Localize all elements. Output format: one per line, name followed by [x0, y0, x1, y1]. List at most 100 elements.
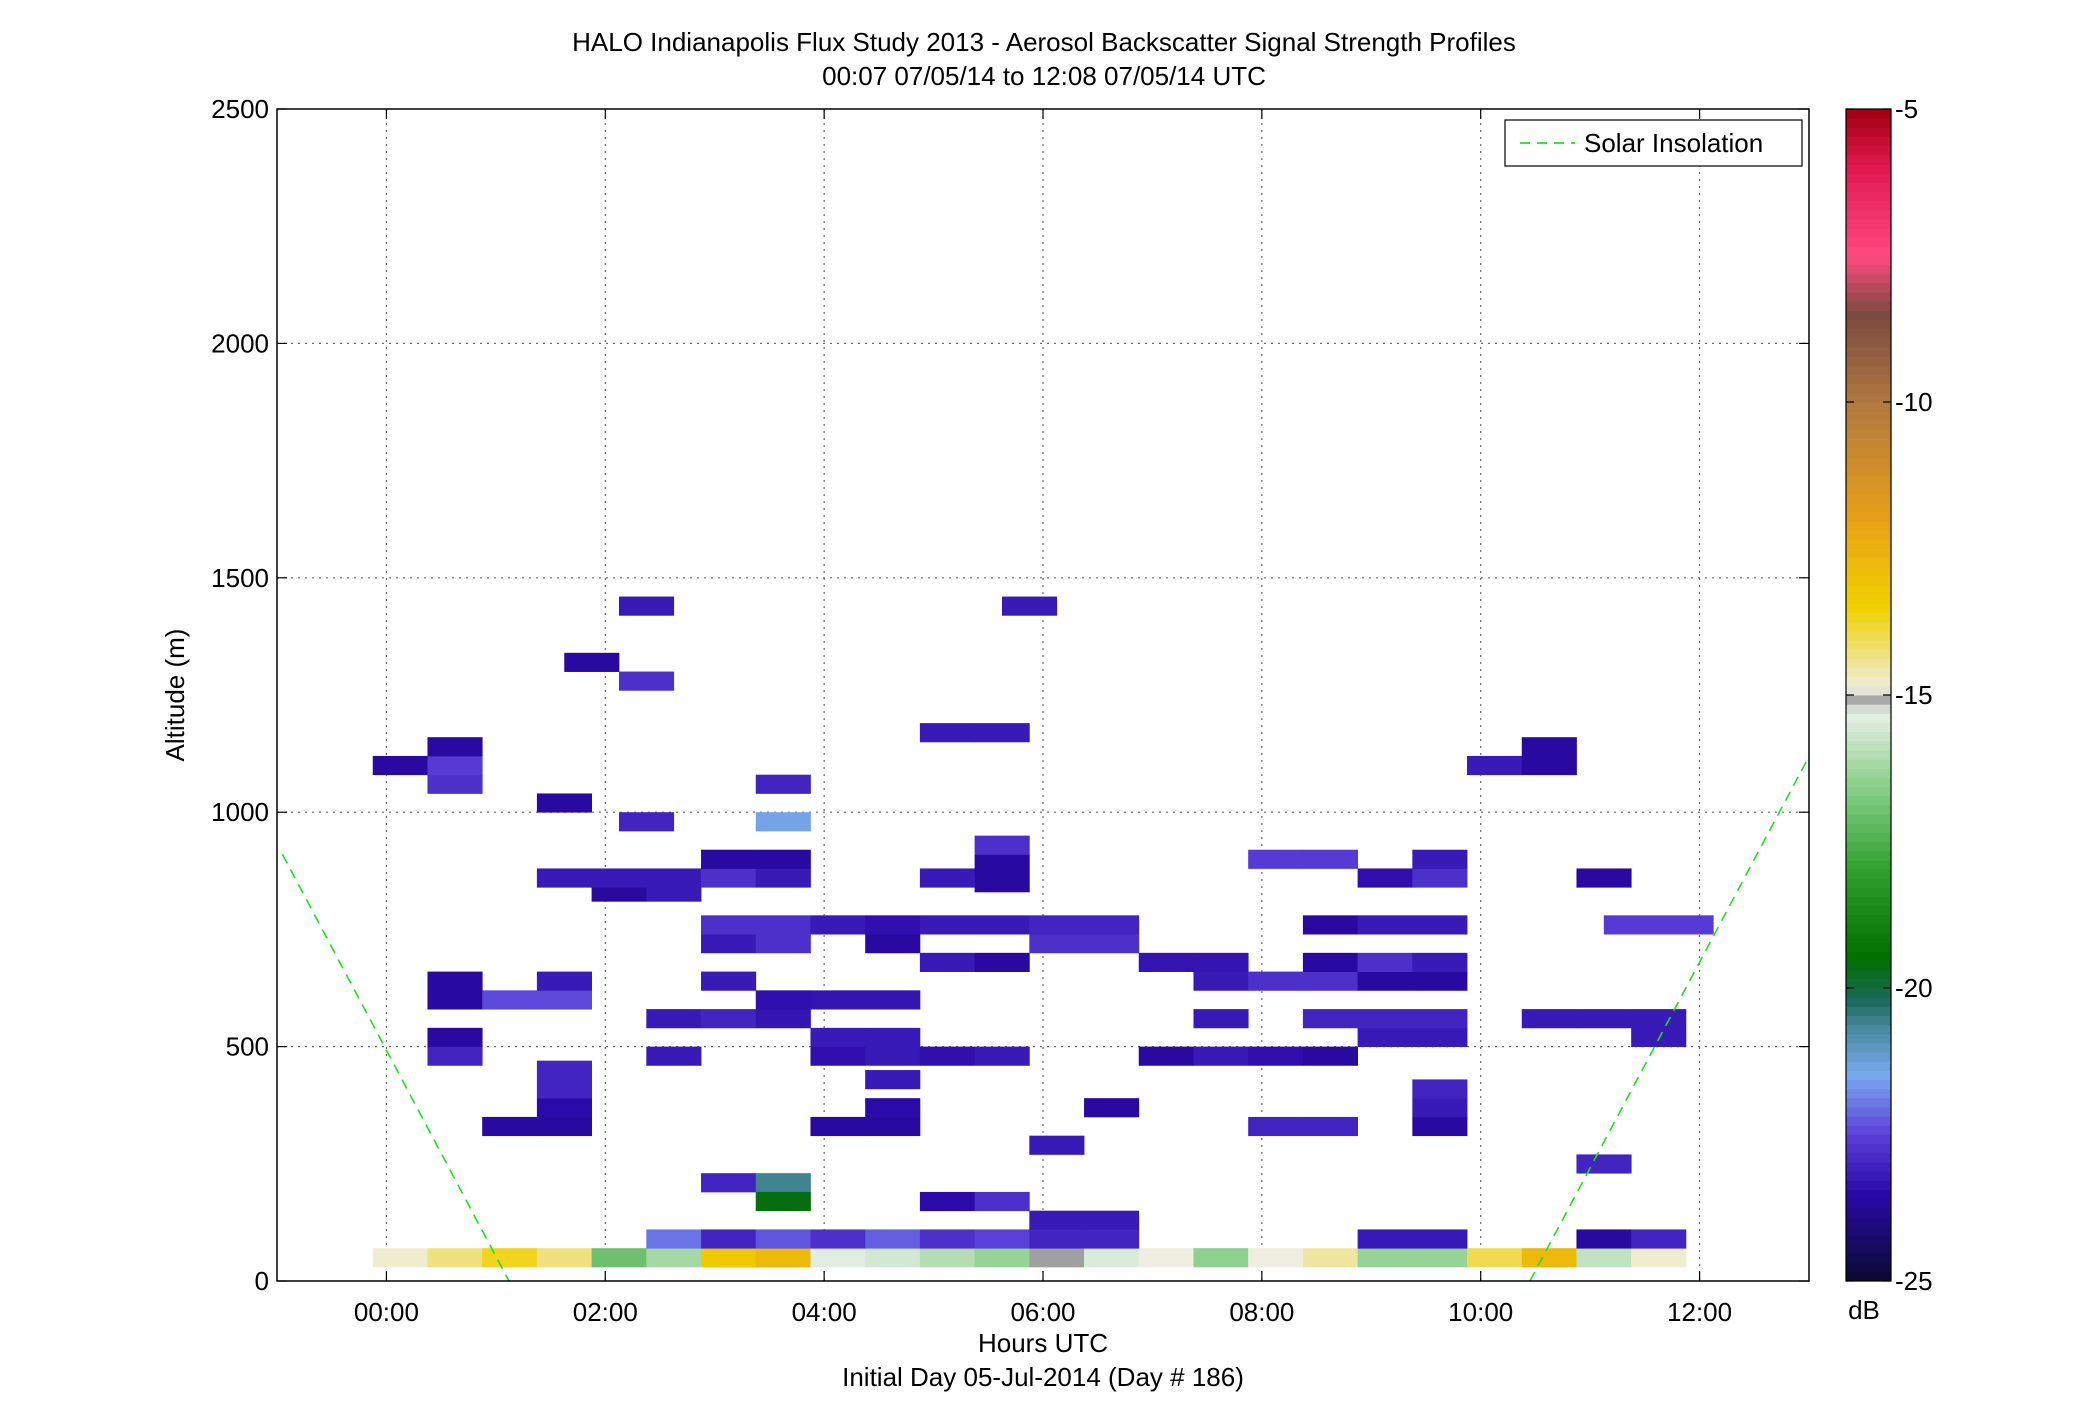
colorbar-step	[1846, 1171, 1891, 1181]
heatmap-cell	[919, 1248, 976, 1268]
heatmap-cell	[974, 1191, 1030, 1212]
colorbar-step	[1846, 1207, 1891, 1218]
colorbar-step	[1846, 191, 1891, 202]
colorbar-step	[1846, 713, 1891, 723]
heatmap-cell	[1412, 1079, 1468, 1099]
colorbar-step	[1846, 978, 1891, 989]
heatmap-cell	[755, 990, 811, 1010]
colorbar-step	[1846, 328, 1891, 339]
heatmap-cell	[1084, 1229, 1140, 1249]
heatmap-cell	[591, 1248, 647, 1268]
colorbar-step	[1846, 1143, 1891, 1154]
legend-entry-solar-insolation: Solar Insolation	[1584, 128, 1763, 158]
heatmap-cell	[1357, 915, 1413, 935]
heatmap-cell	[810, 915, 866, 935]
heatmap-cell	[618, 671, 675, 691]
colorbar-gradient	[1846, 109, 1891, 1282]
colorbar-step	[1846, 621, 1891, 632]
heatmap-cell	[1302, 1009, 1359, 1029]
heatmap-cell	[865, 934, 921, 954]
colorbar-step	[1846, 411, 1891, 421]
heatmap-cell	[564, 652, 620, 672]
colorbar-step	[1846, 905, 1891, 916]
heatmap-cell	[427, 1046, 483, 1066]
colorbar-step	[1846, 493, 1891, 504]
heatmap-cell	[755, 1173, 811, 1193]
heatmap-cell	[482, 1116, 538, 1137]
heatmap-cell	[1248, 971, 1304, 991]
solar-insolation-lines	[281, 760, 1808, 1282]
heatmap-cell	[536, 1060, 593, 1080]
heatmap-cell	[1576, 1009, 1632, 1029]
heatmap-cell	[1084, 1098, 1140, 1118]
heatmap-cell	[919, 952, 976, 972]
heatmap-cell	[1193, 1009, 1249, 1029]
colorbar-step	[1846, 109, 1891, 119]
colorbar-step	[1846, 246, 1891, 256]
colorbar-step	[1846, 1198, 1891, 1209]
colorbar-step	[1846, 402, 1891, 412]
x-tick-label: 04:00	[792, 1297, 857, 1327]
legend: Solar Insolation	[1504, 119, 1803, 167]
colorbar-step	[1846, 1079, 1891, 1090]
colorbar-step	[1846, 228, 1891, 238]
colorbar-step	[1846, 1024, 1891, 1035]
heatmap-cell	[919, 723, 976, 743]
heatmap-cell	[1357, 1027, 1413, 1047]
heatmap-cell	[1001, 596, 1058, 616]
heatmap-cell	[1412, 1009, 1468, 1029]
heatmap-cell	[1357, 868, 1413, 888]
colorbar: -25 -20 -15 -10 -5 dB	[1845, 94, 1933, 1325]
heatmap-cell	[1029, 934, 1085, 954]
heatmap-cell	[427, 990, 483, 1010]
solar-insolation-line	[1529, 760, 1808, 1282]
heatmap-cell	[974, 723, 1030, 743]
heatmap-cell	[755, 1229, 811, 1249]
x-tick-label: 00:00	[354, 1297, 419, 1327]
colorbar-step	[1846, 795, 1891, 806]
heatmap-cell	[974, 1248, 1030, 1268]
colorbar-step	[1846, 511, 1891, 522]
colorbar-step	[1846, 951, 1891, 962]
colorbar-step	[1846, 264, 1891, 275]
heatmap-cell	[1138, 1248, 1194, 1268]
heatmap-cell	[646, 868, 702, 888]
colorbar-step	[1846, 1097, 1891, 1108]
heatmap-cell	[1412, 868, 1468, 888]
heatmap-cell	[1193, 1046, 1249, 1066]
heatmap-cell	[701, 971, 757, 991]
colorbar-step	[1846, 1088, 1891, 1099]
plot-area	[277, 109, 1809, 1281]
colorbar-step	[1846, 136, 1891, 147]
heatmap-cell	[427, 755, 483, 776]
colorbar-step	[1846, 740, 1891, 751]
heatmap-cell	[1029, 1229, 1085, 1249]
heatmap-cell	[865, 1116, 921, 1137]
heatmap-cell	[974, 1046, 1030, 1066]
heatmap-cell	[919, 1229, 976, 1249]
heatmap-cell	[427, 774, 483, 794]
heatmap-cell	[1302, 971, 1359, 991]
x-tick-label: 02:00	[573, 1297, 638, 1327]
heatmap-cell	[1467, 1248, 1523, 1268]
colorbar-step	[1846, 685, 1891, 696]
heatmap-cell	[1631, 1009, 1687, 1029]
heatmap-cell	[974, 952, 1030, 972]
colorbar-step	[1846, 365, 1891, 376]
colorbar-step	[1846, 1042, 1891, 1053]
colorbar-tick-label: -5	[1895, 94, 1918, 124]
heatmap-cell	[1138, 952, 1194, 972]
heatmap-cell	[865, 1027, 921, 1047]
colorbar-step	[1846, 255, 1891, 266]
heatmap-cell	[1193, 952, 1249, 972]
colorbar-step	[1846, 548, 1891, 559]
heatmap-cell	[701, 1009, 757, 1029]
heatmap-cell	[1658, 915, 1714, 935]
axis-ticks: 00:00 02:00 04:00 06:00 08:00 10:00 12:00 0 500 1…	[211, 94, 1809, 1327]
colorbar-step	[1846, 841, 1891, 852]
colorbar-step	[1846, 1152, 1891, 1163]
colorbar-step	[1846, 557, 1891, 568]
colorbar-step	[1846, 429, 1891, 440]
colorbar-step	[1846, 530, 1891, 540]
